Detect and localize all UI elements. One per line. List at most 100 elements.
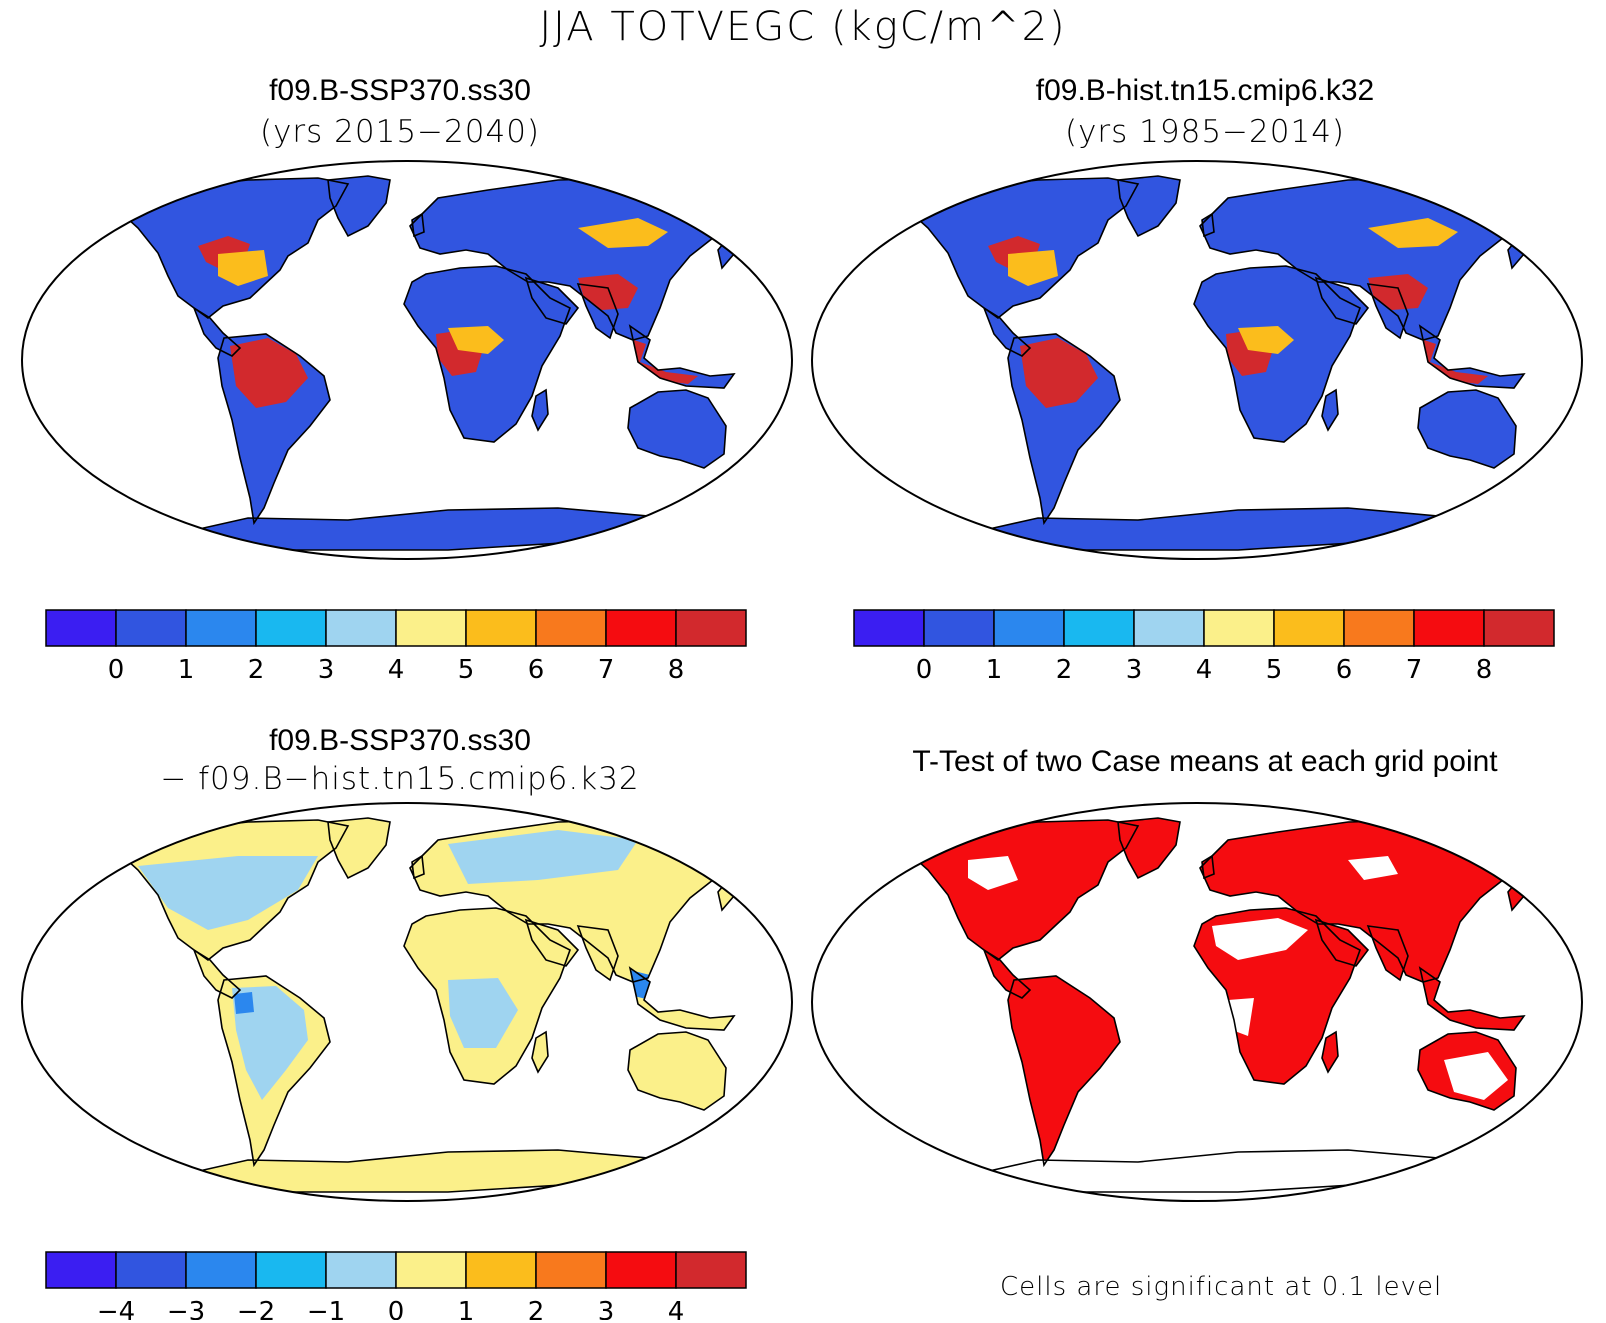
land-samerica [1008,976,1120,1165]
coastline [524,918,580,967]
panel-2-title: f09.B-hist.tn15.cmip6.k32 [1035,74,1375,107]
coastline [217,333,331,526]
land-uk [1202,214,1214,236]
coastline [327,817,391,880]
land-greenland [1118,176,1180,236]
colorbar-tick-label: −4 [97,1297,135,1320]
colorbar-tick-label: 2 [528,1297,545,1320]
colorbar-tick-label: 3 [598,1297,615,1320]
land-australia [1418,390,1516,468]
colorbar-swatch [675,609,747,647]
coastline [1321,388,1339,432]
coastline [1314,918,1370,967]
colorbar-swatch [395,609,467,647]
colorbar-tick-label: 5 [458,655,475,685]
colorbar-tick-label: 5 [1266,655,1283,685]
colorbar-tick-label: 7 [1406,655,1423,685]
panel-3-subtitle: − f09.B−hist.tn15.cmip6.k32 [160,761,640,797]
colorbar-swatch [325,609,397,647]
colorbar-swatch [45,609,117,647]
coastline [628,324,736,389]
colorbar-swatch [605,1251,677,1289]
colorbar-swatch [465,1251,537,1289]
land-arabia [526,920,578,966]
coastline [1201,212,1215,238]
coastline [628,966,736,1031]
land-uk [412,214,424,236]
coastline [576,283,619,340]
land-antarctica [168,1150,658,1192]
land-greenland [328,176,390,236]
coastline [1417,1031,1517,1111]
colorbar-swatch [1063,609,1135,647]
coastline [1321,1030,1339,1074]
land-arabia [1316,278,1368,324]
coastline [192,306,242,357]
colorbar-tick-label: 8 [668,655,685,685]
colorbar-swatch [395,1251,467,1289]
coastline [1314,276,1370,325]
colorbar-tick-label: 2 [248,655,265,685]
coastline [411,854,425,880]
colorbar-panel-1: 0 1 2 3 4 5 6 7 8 [45,609,747,685]
coastline [531,388,549,432]
land-india [1368,926,1408,980]
land-arabia [526,278,578,324]
coastline [982,948,1032,999]
colorbar-tick-label: 2 [1056,655,1073,685]
significance-note: Cells are significant at 0.1 level [1000,1272,1443,1302]
coastline [1201,854,1215,880]
land-seasia [630,968,734,1030]
coastline [627,1031,727,1111]
colorbar-tick-label: 3 [1126,655,1143,685]
colorbar-tick-label: 3 [318,655,335,685]
colorbar-difference: −4 −3 −2 −1 0 1 2 3 4 [45,1251,747,1320]
colorbar-tick-label: 6 [1336,655,1353,685]
colorbar-swatch [255,609,327,647]
colorbar-tick-label: −1 [307,1297,345,1320]
colorbar-swatch [115,1251,187,1289]
colorbar-tick-label: 0 [388,1297,405,1320]
figure-title: JJA TOTVEGC (kgC/m^2) [539,4,1067,50]
colorbar-swatch [675,1251,747,1289]
land-madagascar [532,1032,548,1072]
coastline [1193,907,1361,1085]
panel-4-title: T-Test of two Case means at each grid po… [912,745,1498,778]
coastline [116,177,350,320]
land-australia [628,1032,726,1110]
colorbar-swatch [185,609,257,647]
land-antarctica [958,1150,1448,1192]
coastline [1417,389,1517,469]
map-panel-hist [811,160,1583,560]
coastline [1007,975,1121,1168]
colorbar-tick-label: 4 [1196,655,1213,685]
colorbar-swatch [1343,609,1415,647]
field-overlay [138,830,654,1100]
colorbar-swatch [115,609,187,647]
coastline [627,389,727,469]
colorbar-tick-label: 6 [528,655,545,685]
colorbar-swatch [1413,609,1485,647]
colorbar-tick-label: 7 [598,655,615,685]
coastline [1418,324,1526,389]
land-india [578,926,618,980]
coastline [116,819,350,962]
map-panel-difference [21,802,793,1202]
colorbar-tick-label: 1 [178,655,195,685]
colorbar-tick-label: 4 [388,655,405,685]
land-antarctica [958,508,1448,550]
colorbar-swatch [255,1251,327,1289]
colorbar-swatch [465,609,537,647]
coastline [327,175,391,238]
coastline [906,177,1140,320]
coastline [192,948,242,999]
colorbar-tick-label: −2 [237,1297,275,1320]
land-africa [1194,266,1360,442]
coastline [1366,283,1409,340]
land-africa [404,266,570,442]
panel-3-title: f09.B-SSP370.ss30 [269,724,531,757]
colorbar-swatch [1273,609,1345,647]
colorbar-swatch [853,609,925,647]
coastline [524,276,580,325]
land-namerica [908,820,1138,960]
